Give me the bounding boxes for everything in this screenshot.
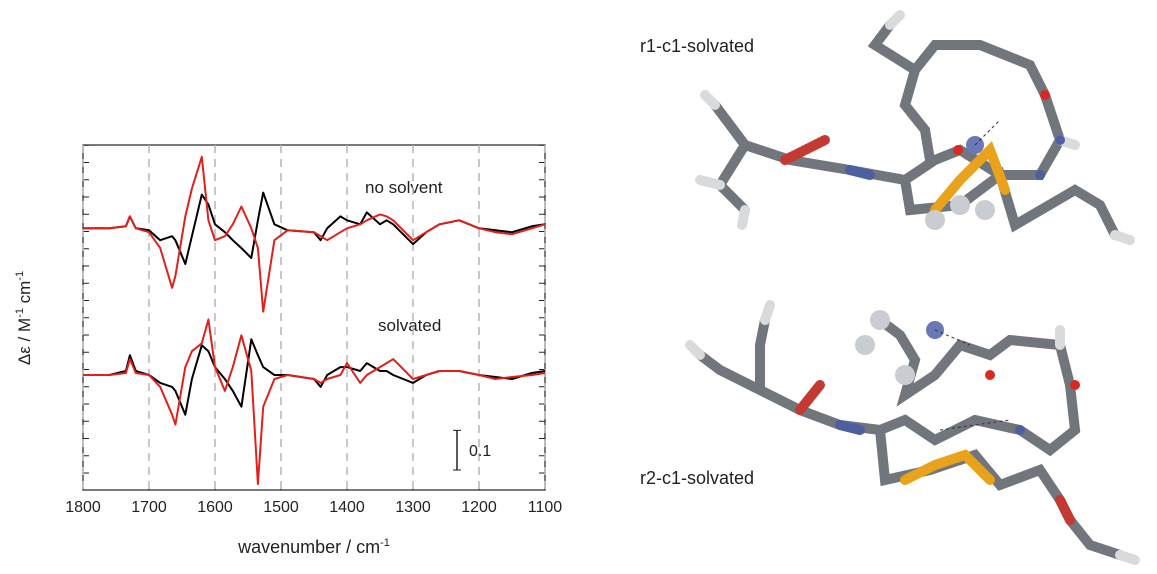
y-label-sup: -1 [14, 271, 26, 281]
annotation: solvated [378, 316, 441, 335]
plot-frame [82, 144, 546, 491]
molecule-2 [685, 300, 1140, 565]
y-axis-label: Δε / M-1 cm-1 [14, 271, 34, 365]
x-axis-label: wavenumber / cm-1 [237, 537, 390, 557]
y-label-text: cm [15, 281, 34, 308]
x-tick-label: 1700 [131, 499, 167, 516]
structure-label: r1-c1-solvated [640, 36, 754, 56]
spectrum-line [83, 155, 546, 313]
molecule-1 [695, 10, 1135, 245]
structure-label: r2-c1-solvated [640, 468, 754, 488]
chart: wavenumber / cm-1 Δε / M-1 cm-1 no solve… [14, 144, 563, 557]
x-tick-label: 1500 [263, 499, 299, 516]
structures: r1-c1-solvated r2-c1-solvated [640, 10, 1140, 565]
x-tick-label: 1800 [65, 499, 101, 516]
x-tick-label: 1400 [329, 499, 365, 516]
x-label-text: wavenumber / cm [237, 537, 380, 557]
spectrum-line [83, 318, 546, 486]
x-tick-label: 1200 [461, 499, 497, 516]
annotation: no solvent [365, 178, 443, 197]
scale-bar-label: 0.1 [469, 443, 491, 460]
x-tick-label: 1300 [395, 499, 431, 516]
spectrum-line [83, 191, 546, 265]
y-label-text: Δε / M [15, 318, 34, 365]
x-tick-label: 1100 [528, 499, 563, 516]
x-label-sup: -1 [380, 537, 390, 549]
x-tick-label: 1600 [197, 499, 233, 516]
spectrum-line [83, 338, 546, 416]
y-label-sup: -1 [14, 308, 26, 318]
